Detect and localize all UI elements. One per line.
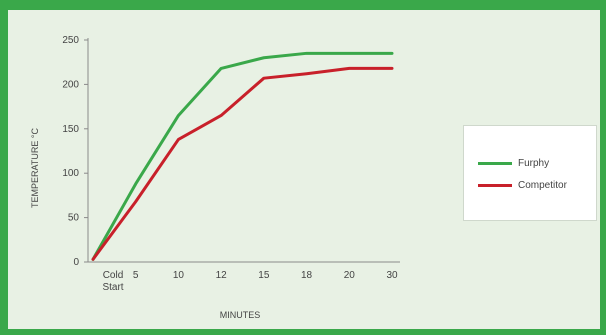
- y-tick-label: 100: [62, 168, 79, 179]
- series-line-furphy: [91, 51, 394, 261]
- x-tick-label: 30: [386, 270, 398, 281]
- x-tick-label: 15: [258, 270, 270, 281]
- x-tick-label: Cold Start: [102, 270, 123, 293]
- legend-label-furphy: Furphy: [518, 157, 550, 169]
- x-tick-label: 5: [133, 270, 139, 281]
- chart-legend: Furphy Competitor: [463, 125, 597, 221]
- y-tick-label: 250: [62, 35, 79, 46]
- y-axis-label: TEMPERATURE °C: [30, 128, 40, 208]
- y-tick-label: 150: [62, 124, 79, 135]
- legend-label-competitor: Competitor: [518, 179, 567, 191]
- legend-swatch-furphy: [478, 161, 512, 165]
- x-tick-label: 10: [173, 270, 185, 281]
- legend-item-competitor: Competitor: [478, 178, 567, 192]
- series-line-competitor: [91, 66, 394, 261]
- x-axis-label: MINUTES: [220, 310, 261, 320]
- y-tick-label: 0: [73, 257, 79, 268]
- chart-ticks: 0 50 100 150 200 250 Cold Start 5 10 12 15 18 20 30: [62, 35, 398, 293]
- chart-axes: [87, 38, 400, 263]
- x-tick-label: 18: [301, 270, 313, 281]
- legend-item-furphy: Furphy: [478, 156, 549, 170]
- y-tick-label: 50: [68, 213, 80, 224]
- legend-swatch-competitor: [478, 183, 512, 187]
- y-tick-label: 200: [62, 79, 79, 90]
- x-tick-label: 12: [216, 270, 228, 281]
- chart-lines: [91, 51, 394, 261]
- x-tick-label: 20: [344, 270, 356, 281]
